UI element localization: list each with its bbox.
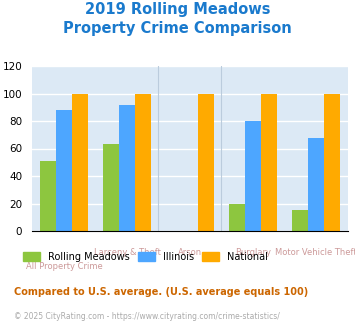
Text: Larceny & Theft: Larceny & Theft (94, 248, 160, 257)
Bar (292, 211, 308, 231)
Bar (119, 105, 135, 231)
Text: © 2025 CityRating.com - https://www.cityrating.com/crime-statistics/: © 2025 CityRating.com - https://www.city… (14, 312, 280, 321)
Text: Property Crime Comparison: Property Crime Comparison (63, 21, 292, 36)
Text: Burglary: Burglary (235, 248, 271, 257)
Bar (103, 145, 119, 231)
Bar (229, 204, 245, 231)
Bar (40, 161, 56, 231)
Bar (261, 93, 277, 231)
Text: All Property Crime: All Property Crime (26, 262, 103, 271)
Bar (324, 93, 340, 231)
Text: 2019 Rolling Meadows: 2019 Rolling Meadows (85, 2, 270, 16)
Bar (56, 110, 72, 231)
Text: Compared to U.S. average. (U.S. average equals 100): Compared to U.S. average. (U.S. average … (14, 287, 308, 297)
Bar (135, 93, 151, 231)
Bar (308, 138, 324, 231)
Bar (72, 93, 88, 231)
Bar (245, 121, 261, 231)
Bar (198, 93, 214, 231)
Text: Arson: Arson (178, 248, 202, 257)
Legend: Rolling Meadows, Illinois, National: Rolling Meadows, Illinois, National (19, 248, 272, 266)
Text: Motor Vehicle Theft: Motor Vehicle Theft (275, 248, 355, 257)
